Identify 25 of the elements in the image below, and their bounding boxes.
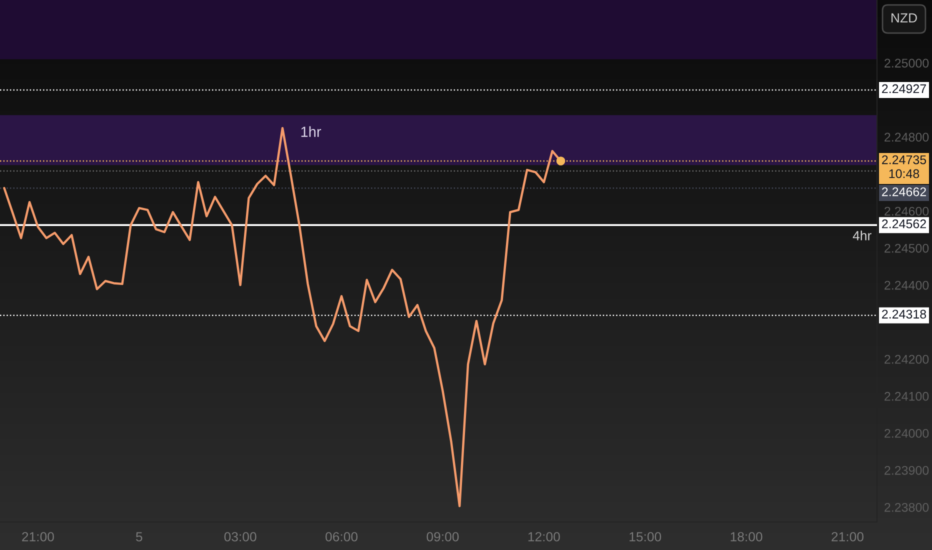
y-tick-label: 2.25000 bbox=[884, 58, 929, 68]
x-tick-label: 12:00 bbox=[528, 532, 560, 542]
x-tick-label: 21:00 bbox=[22, 532, 54, 542]
y-tick-label: 2.24100 bbox=[884, 392, 929, 401]
x-tick-label: 15:00 bbox=[630, 532, 662, 542]
y-tick-label: 2.24600 bbox=[884, 206, 929, 216]
y-tick-label: 2.24400 bbox=[884, 280, 929, 290]
x-tick-label: 18:00 bbox=[730, 532, 762, 542]
ref-line-label: 2.24318 bbox=[882, 310, 926, 319]
ref-line-label: 2.24927 bbox=[882, 84, 926, 94]
x-tick-label: 09:00 bbox=[426, 532, 459, 542]
y-tick-label: 2.24200 bbox=[884, 354, 929, 364]
x-tick-label: 06:00 bbox=[326, 532, 358, 542]
x-tick-label: 03:00 bbox=[224, 532, 256, 542]
band-label: 1hr bbox=[301, 126, 322, 137]
y-tick-label: 2.24500 bbox=[884, 244, 929, 253]
x-tick-label: 5 bbox=[136, 532, 142, 542]
y-tick-label: 2.24800 bbox=[884, 132, 929, 142]
y-axis-title: NZD bbox=[892, 13, 917, 22]
annotation: 4hr bbox=[852, 230, 872, 240]
ref-line-label: 2.24562 bbox=[882, 219, 926, 228]
ref-line-label: 2.24662 bbox=[882, 187, 926, 196]
y-tick-label: 2.24000 bbox=[884, 428, 929, 438]
ref-line-label: 2.24735 10:48 bbox=[882, 155, 926, 178]
x-tick-label: 21:00 bbox=[832, 532, 864, 542]
